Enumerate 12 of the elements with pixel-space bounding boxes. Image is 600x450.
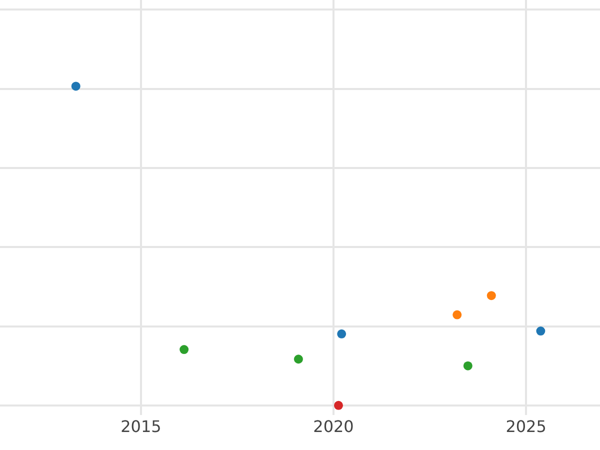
- point: [337, 329, 346, 338]
- point: [71, 82, 80, 91]
- x-tick-label: 2025: [506, 417, 546, 436]
- point: [294, 354, 303, 364]
- point: [334, 400, 344, 410]
- x-tick-label: 2015: [120, 417, 162, 436]
- point: [536, 326, 546, 336]
- x-tick-label: 2020: [313, 417, 354, 436]
- point: [463, 361, 472, 370]
- point: [452, 310, 462, 320]
- point: [180, 345, 189, 354]
- point: [486, 291, 496, 300]
